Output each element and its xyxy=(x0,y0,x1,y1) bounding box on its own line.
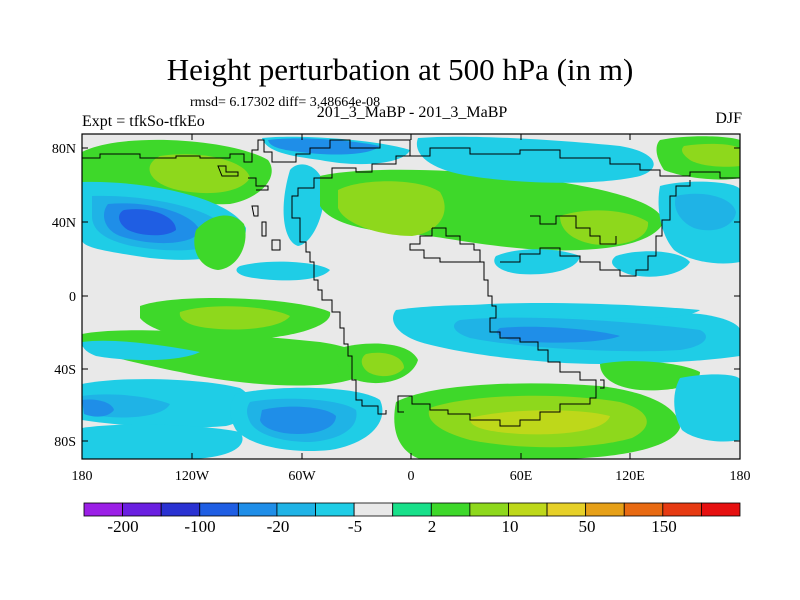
colorbar-box xyxy=(508,502,548,517)
colorbar-label: 10 xyxy=(502,517,519,536)
outline-south-tip xyxy=(372,405,387,415)
outline-americas xyxy=(82,139,411,407)
colorbar-box xyxy=(353,502,394,517)
x-tick-label: 0 xyxy=(408,469,415,484)
colorbar-labels: -200 -100 -20 -5 2 10 50 150 xyxy=(107,517,676,536)
outline-africa-eurasia xyxy=(397,227,597,427)
contour-positive-north-america xyxy=(194,136,410,270)
colorbar-box xyxy=(469,502,509,517)
x-tick-label: 180 xyxy=(730,469,751,484)
stats-text: rmsd= 6.17302 diff= 3.48664e-08 xyxy=(190,95,381,110)
outline-north-eurasia xyxy=(410,147,740,179)
outline-madagascar xyxy=(600,379,605,389)
colorbar-box xyxy=(662,502,702,517)
contour-southern-high-latitudes xyxy=(82,379,383,459)
colorbar-box xyxy=(237,502,278,517)
colorbar-box xyxy=(199,502,239,517)
y-tick-label: 80S xyxy=(54,435,76,450)
y-axis-labels: 80N 40N 0 40S 80S xyxy=(52,142,76,450)
outline-inner-asia xyxy=(530,215,617,245)
colorbar-box xyxy=(585,502,625,517)
contour-tropical-south-pacific xyxy=(82,298,418,386)
colorbar-box xyxy=(546,502,587,517)
x-tick-label: 60E xyxy=(510,469,533,484)
colorbar-box xyxy=(276,502,316,517)
colorbar xyxy=(83,502,741,517)
experiment-label: Expt = tfkSo-tfkEo xyxy=(82,113,205,130)
outline-islands-pacific xyxy=(251,205,281,251)
colorbar-box xyxy=(392,502,432,517)
x-axis-labels: 180 120W 60W 0 60E 120E 180 xyxy=(72,469,751,484)
colorbar-box xyxy=(315,502,355,517)
y-tick-label: 80N xyxy=(52,142,76,157)
season-label: DJF xyxy=(715,110,742,127)
x-tick-label: 180 xyxy=(72,469,93,484)
colorbar-label: -5 xyxy=(348,517,362,536)
colorbar-box xyxy=(701,502,741,517)
contour-positive-south-indian xyxy=(394,361,740,459)
colorbar-box xyxy=(430,502,471,517)
dataset-label: 201_3_MaBP - 201_3_MaBP xyxy=(316,104,508,121)
outline-alaska xyxy=(248,177,269,191)
colorbar-box xyxy=(83,502,123,517)
tick-marks xyxy=(81,134,741,459)
y-tick-label: 0 xyxy=(69,290,76,305)
colorbar-box xyxy=(122,502,162,517)
contour-positive-north-atlantic xyxy=(320,136,664,251)
colorbar-label: -20 xyxy=(267,517,290,536)
colorbar-label: -100 xyxy=(184,517,215,536)
plot-title: Height perturbation at 500 hPa (in m) xyxy=(166,52,634,87)
x-tick-label: 60W xyxy=(288,469,316,484)
contour-field xyxy=(82,134,740,459)
contour-north-eurasia xyxy=(236,136,740,281)
colorbar-label: -200 xyxy=(107,517,138,536)
y-tick-label: 40S xyxy=(54,363,76,378)
x-tick-label: 120W xyxy=(175,469,210,484)
outline-bering xyxy=(217,165,239,177)
y-tick-label: 40N xyxy=(52,216,76,231)
colorbar-label: 150 xyxy=(651,517,677,536)
colorbar-box xyxy=(623,502,664,517)
colorbar-box xyxy=(160,502,201,517)
colorbar-label: 50 xyxy=(579,517,596,536)
land-boundary xyxy=(82,139,740,427)
outline-asia-south xyxy=(500,180,691,277)
colorbar-label: 2 xyxy=(428,517,437,536)
outline-mediterranean xyxy=(409,228,480,263)
contour-negative-south-ocean-band xyxy=(393,303,740,364)
x-tick-label: 120E xyxy=(615,469,645,484)
